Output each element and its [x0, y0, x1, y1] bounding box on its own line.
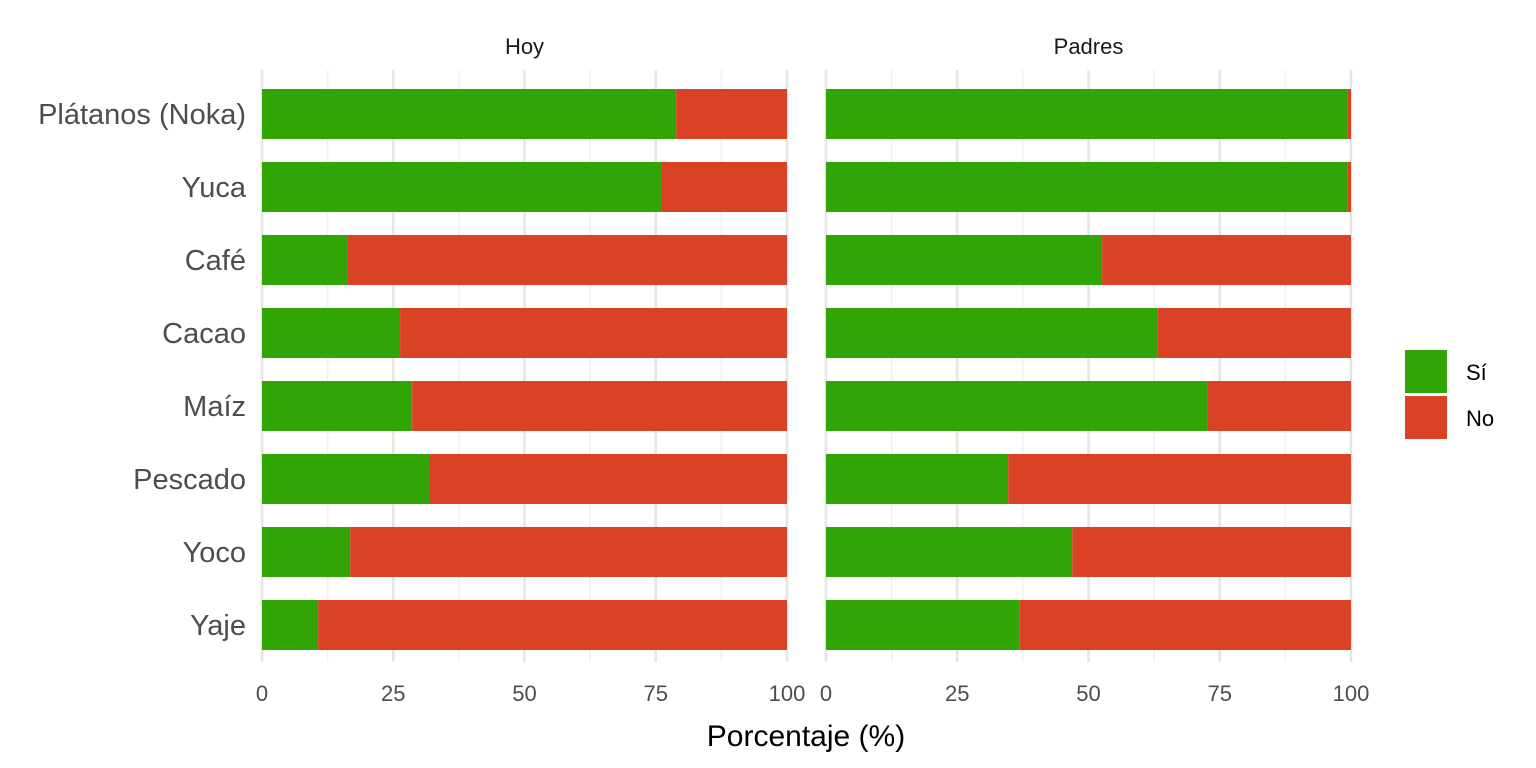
bar-si	[262, 235, 348, 285]
bar-si	[262, 162, 662, 212]
bar-no	[676, 89, 787, 139]
x-tick-label: 25	[381, 681, 405, 706]
bar-si	[826, 454, 1009, 504]
bar-no	[1347, 162, 1351, 212]
bar-si	[262, 89, 677, 139]
x-tick-label: 100	[769, 681, 806, 706]
bar-si	[826, 381, 1208, 431]
bar-si	[826, 600, 1020, 650]
bar-no	[412, 381, 787, 431]
bar-si	[826, 308, 1158, 358]
y-tick-label: Yaje	[190, 610, 246, 642]
legend-label: Sí	[1466, 360, 1487, 385]
y-tick-label: Yoco	[183, 537, 246, 569]
bar-no	[1157, 308, 1351, 358]
bar-no	[1347, 89, 1351, 139]
bar-no	[1102, 235, 1351, 285]
bar-si	[262, 308, 401, 358]
bar-no	[400, 308, 787, 358]
bar-no	[1008, 454, 1351, 504]
bar-no	[350, 527, 787, 577]
panel-hoy: 0 25 50 75 100 Hoy	[256, 34, 805, 706]
bar-no	[318, 600, 787, 650]
bar-no	[661, 162, 787, 212]
y-tick-label: Pescado	[133, 464, 246, 496]
bar-no	[1019, 600, 1351, 650]
bar-si	[826, 89, 1348, 139]
legend-key-no	[1405, 396, 1447, 439]
x-tick-label: 25	[945, 681, 969, 706]
bar-si	[262, 527, 351, 577]
y-tick-label: Yuca	[182, 172, 247, 204]
bar-si	[262, 381, 413, 431]
x-tick-label: 0	[256, 681, 268, 706]
y-tick-label: Plátanos (Noka)	[38, 99, 246, 131]
x-tick-label: 50	[1076, 681, 1100, 706]
y-tick-label: Café	[185, 245, 246, 277]
panel-title: Padres	[1054, 34, 1124, 59]
bar-si	[826, 527, 1073, 577]
bar-no	[1072, 527, 1351, 577]
bar-si	[826, 235, 1103, 285]
legend-key-si	[1405, 350, 1447, 393]
x-tick-label: 75	[644, 681, 668, 706]
bar-no	[429, 454, 787, 504]
bar-no	[347, 235, 787, 285]
y-tick-label: Cacao	[162, 318, 246, 350]
x-tick-label: 75	[1208, 681, 1232, 706]
bar-si	[262, 600, 319, 650]
x-tick-label: 0	[820, 681, 832, 706]
x-tick-label: 50	[512, 681, 536, 706]
panel-title: Hoy	[505, 34, 544, 59]
bar-si	[262, 454, 430, 504]
bar-no	[1207, 381, 1351, 431]
x-axis-label: Porcentaje (%)	[707, 720, 905, 753]
x-tick-label: 100	[1333, 681, 1370, 706]
bar-si	[826, 162, 1348, 212]
panel-padres: 0 25 50 75 100 Padres	[820, 34, 1369, 706]
y-tick-label: Maíz	[183, 391, 246, 423]
legend: Sí No	[1405, 350, 1494, 439]
legend-label: No	[1466, 406, 1494, 431]
